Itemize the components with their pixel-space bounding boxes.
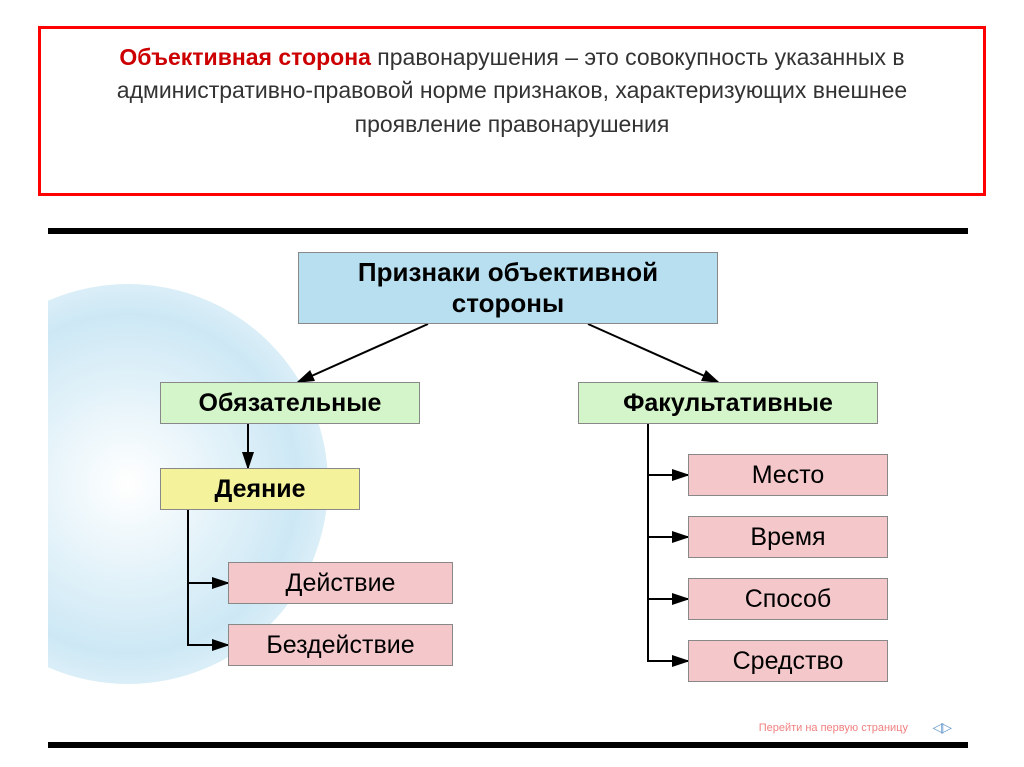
- diagram-frame: Признаки объективной стороны Обязательные…: [48, 228, 968, 748]
- node-mandatory: Обязательные: [160, 382, 420, 424]
- node-label: Факультативные: [623, 388, 833, 418]
- nav-arrows-icon[interactable]: ◁▷: [932, 719, 950, 736]
- node-optional: Факультативные: [578, 382, 878, 424]
- node-label: Средство: [733, 646, 844, 676]
- footer-link[interactable]: Перейти на первую страницу: [759, 722, 908, 734]
- node-root: Признаки объективной стороны: [298, 252, 718, 324]
- node-place: Место: [688, 454, 888, 496]
- node-label: Бездействие: [266, 630, 414, 660]
- node-label: Время: [750, 522, 825, 552]
- node-label: Деяние: [215, 474, 306, 504]
- node-act: Деяние: [160, 468, 360, 510]
- node-label: Способ: [745, 584, 832, 614]
- node-time: Время: [688, 516, 888, 558]
- node-action: Действие: [228, 562, 453, 604]
- node-label: Действие: [286, 568, 396, 598]
- node-label: Обязательные: [199, 388, 382, 418]
- node-label: Место: [752, 460, 825, 490]
- node-inaction: Бездействие: [228, 624, 453, 666]
- node-mean: Средство: [688, 640, 888, 682]
- node-label: Признаки объективной стороны: [305, 257, 711, 319]
- node-method: Способ: [688, 578, 888, 620]
- definition-box: Объективная сторона правонарушения – это…: [38, 26, 986, 196]
- definition-title: Объективная сторона: [119, 44, 370, 70]
